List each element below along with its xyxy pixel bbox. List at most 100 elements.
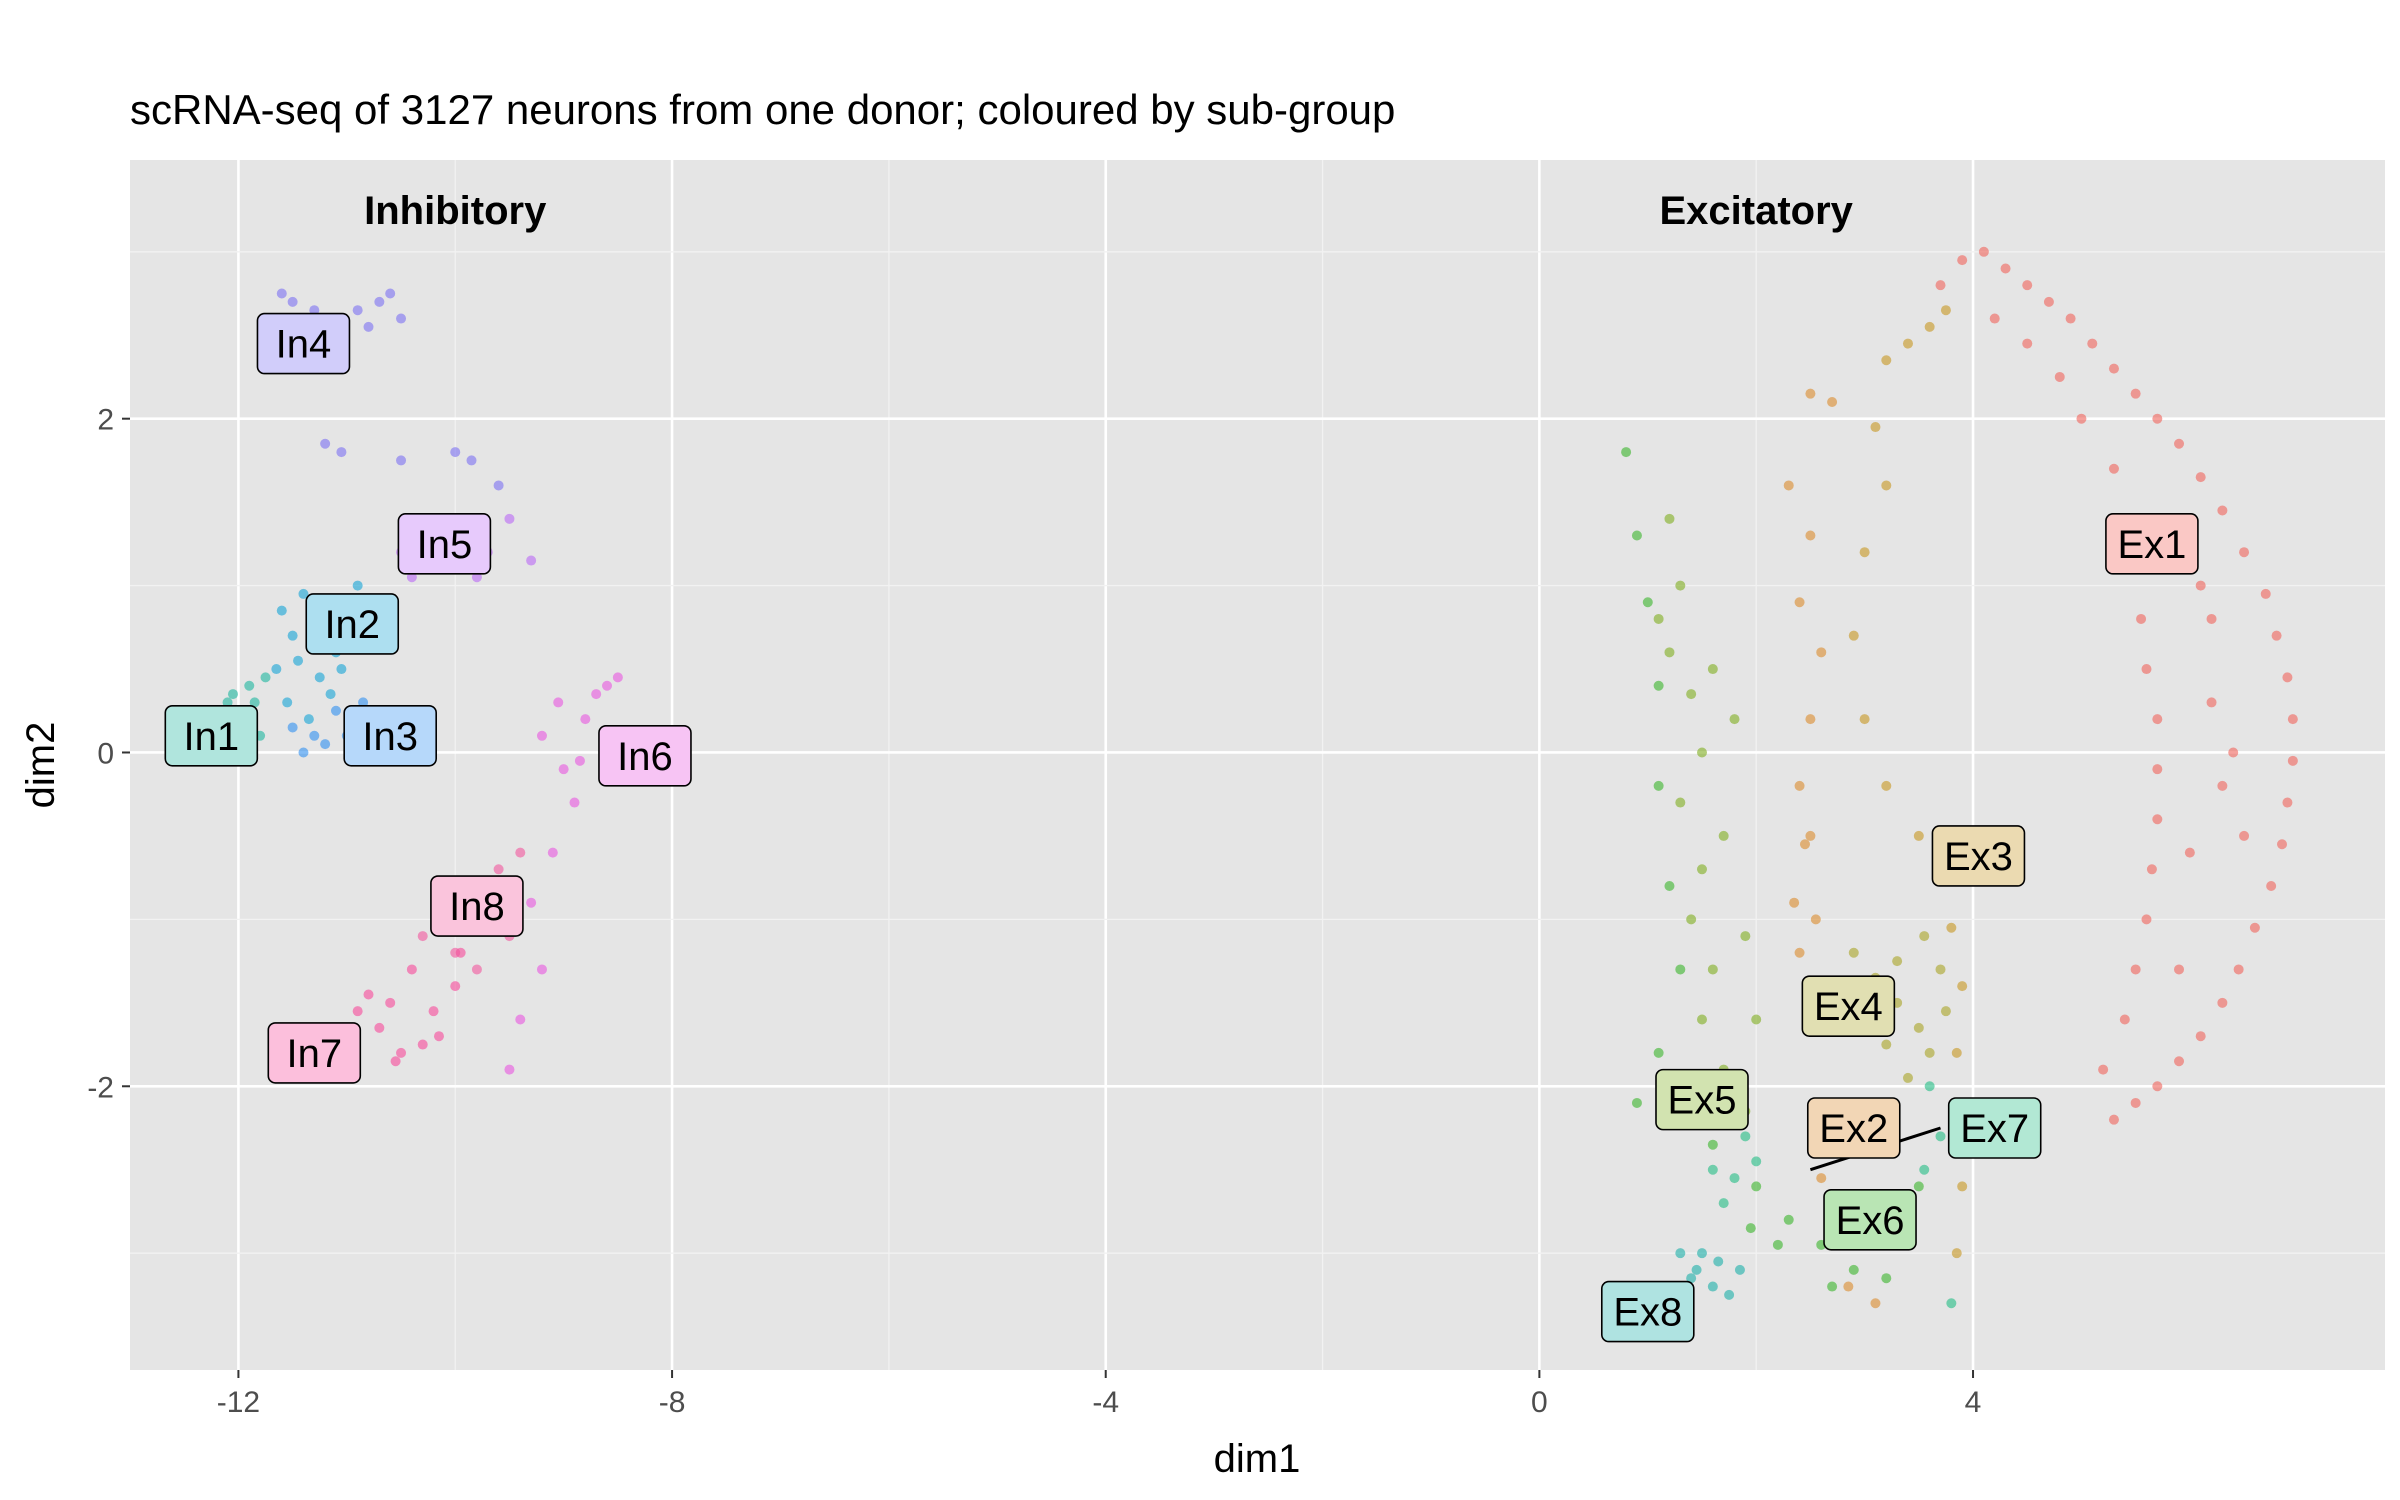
label-text: Ex5 <box>1668 1079 1737 1123</box>
series-in7 <box>352 947 466 1067</box>
data-point <box>2277 839 2288 850</box>
data-point <box>1751 1181 1762 1192</box>
data-point <box>1772 1239 1783 1250</box>
data-point <box>1902 338 1913 349</box>
data-point <box>293 655 304 666</box>
series-ex8 <box>1675 1248 1745 1300</box>
data-point <box>396 455 407 466</box>
data-point <box>2217 780 2228 791</box>
cluster-label-ex3: Ex3 <box>1931 825 2026 887</box>
cluster-label-ex4: Ex4 <box>1801 975 1896 1037</box>
data-point <box>309 730 320 741</box>
data-point <box>417 1039 428 1050</box>
data-point <box>2108 363 2119 374</box>
data-point <box>1718 1198 1729 1209</box>
data-point <box>249 697 260 708</box>
data-point <box>1951 1047 1962 1058</box>
data-point <box>1783 480 1794 491</box>
data-point <box>591 689 602 700</box>
data-point <box>1653 613 1664 624</box>
data-point <box>396 313 407 324</box>
label-box <box>2105 513 2199 575</box>
data-point <box>1843 1281 1854 1292</box>
data-point <box>1734 1264 1745 1275</box>
data-point <box>1691 1264 1702 1275</box>
data-point <box>450 947 461 958</box>
data-point <box>2098 1064 2109 1075</box>
data-point <box>2233 964 2244 975</box>
data-point <box>504 1064 515 1075</box>
data-point <box>1859 714 1870 725</box>
label-box <box>1823 1188 1917 1251</box>
data-point <box>1783 1214 1794 1225</box>
data-point <box>1805 714 1816 725</box>
series-ex3 <box>1848 305 1973 1259</box>
label-text: Ex8 <box>1613 1291 1682 1335</box>
data-point <box>1675 797 1686 808</box>
data-point <box>2206 613 2217 624</box>
data-point <box>2174 964 2185 975</box>
data-point <box>1653 1047 1664 1058</box>
data-point <box>2206 697 2217 708</box>
data-point <box>1653 680 1664 691</box>
data-point <box>1713 1256 1724 1267</box>
data-point <box>282 697 293 708</box>
data-point <box>1951 1248 1962 1259</box>
data-point <box>2152 764 2163 775</box>
data-point <box>2043 296 2054 307</box>
x-tick-label: 4 <box>1965 1386 1982 1419</box>
data-point <box>358 697 369 708</box>
data-point <box>2239 547 2250 558</box>
data-point <box>1940 1006 1951 1017</box>
data-point <box>1940 305 1951 316</box>
data-point <box>309 305 320 316</box>
data-point <box>1881 355 1892 366</box>
data-point <box>1740 1131 1751 1142</box>
data-point <box>1816 1173 1827 1184</box>
label-box <box>256 312 351 375</box>
y-tick-label: 2 <box>97 404 114 437</box>
data-point <box>1664 513 1675 524</box>
data-point <box>2217 997 2228 1008</box>
data-point <box>2195 1031 2206 1042</box>
data-point <box>602 680 613 691</box>
label-text: In8 <box>449 885 505 929</box>
data-point <box>1631 530 1642 541</box>
cluster-label-in3: In3 <box>343 704 437 767</box>
data-point <box>385 288 396 299</box>
data-point <box>1978 246 1989 257</box>
data-point <box>1957 981 1968 992</box>
data-point <box>1805 388 1816 399</box>
data-point <box>1848 630 1859 641</box>
data-point <box>2195 472 2206 483</box>
data-point <box>493 864 504 875</box>
data-point <box>406 572 417 583</box>
data-point <box>298 588 309 599</box>
grid-lines <box>130 160 2385 1370</box>
data-point <box>2174 1056 2185 1067</box>
data-point <box>325 689 336 700</box>
data-point <box>363 989 374 1000</box>
label-box <box>1600 1280 1695 1343</box>
data-point <box>320 739 331 750</box>
data-point <box>1924 1047 1935 1058</box>
data-point <box>2266 881 2277 891</box>
data-point <box>1729 1173 1740 1184</box>
data-point <box>1827 1281 1838 1292</box>
data-point <box>1675 964 1686 975</box>
x-axis-label: dim1 <box>1214 1437 1301 1481</box>
data-point <box>2282 797 2293 808</box>
data-point <box>1805 830 1816 841</box>
data-point <box>374 1022 385 1033</box>
data-point <box>1675 1248 1686 1259</box>
data-point <box>1881 1273 1892 1284</box>
label-box <box>1801 975 1896 1037</box>
panel-annotation: Inhibitory <box>364 189 547 233</box>
data-point <box>1686 914 1697 925</box>
data-point <box>612 672 623 683</box>
cluster-label-in7: In7 <box>267 1022 362 1084</box>
data-point <box>1805 530 1816 541</box>
data-point <box>336 447 347 458</box>
panel-annotations: Inhibitory Excitatory <box>364 189 1854 233</box>
data-point <box>1799 839 1810 850</box>
